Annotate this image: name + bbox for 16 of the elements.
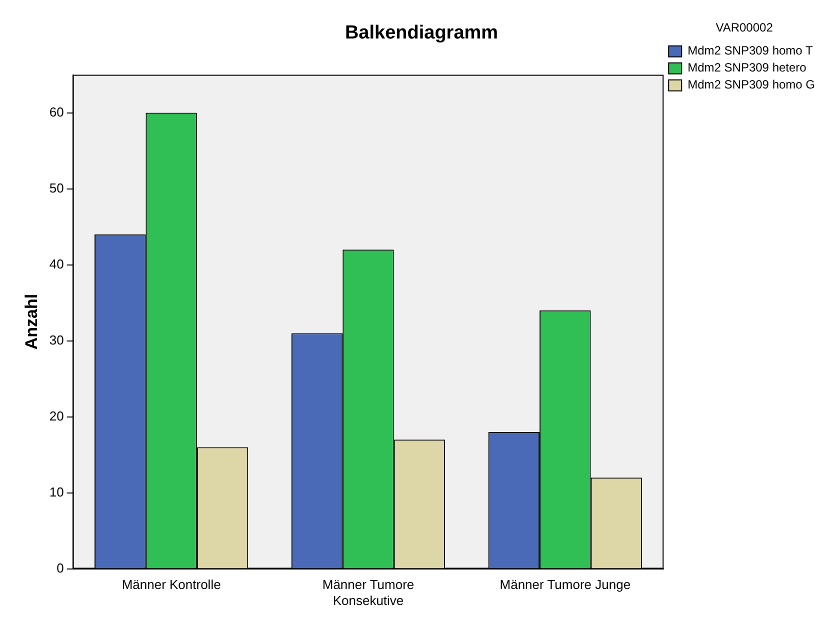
legend-label: Mdm2 SNP309 hetero	[688, 60, 807, 75]
x-tick-label: Männer Tumore Junge	[500, 577, 631, 592]
x-tick-label: Männer Kontrolle	[122, 577, 221, 592]
legend-title: VAR00002	[716, 20, 774, 34]
legend-label: Mdm2 SNP309 homo G	[688, 78, 815, 92]
y-tick-label: 10	[49, 484, 64, 500]
y-tick-label: 40	[49, 256, 64, 272]
y-tick-label: 0	[56, 560, 64, 576]
x-tick-label: Männer Tumore Konsekutive	[322, 577, 414, 608]
chart-title: Balkendiagramm	[344, 22, 498, 44]
y-tick-label: 20	[49, 408, 64, 424]
y-tick-label: 60	[49, 104, 64, 120]
y-tick-label: 30	[49, 332, 64, 348]
legend-label: Mdm2 SNP309 homo T	[688, 44, 814, 58]
y-axis-title: Anzahl	[22, 294, 41, 350]
y-tick-label: 50	[49, 180, 64, 196]
